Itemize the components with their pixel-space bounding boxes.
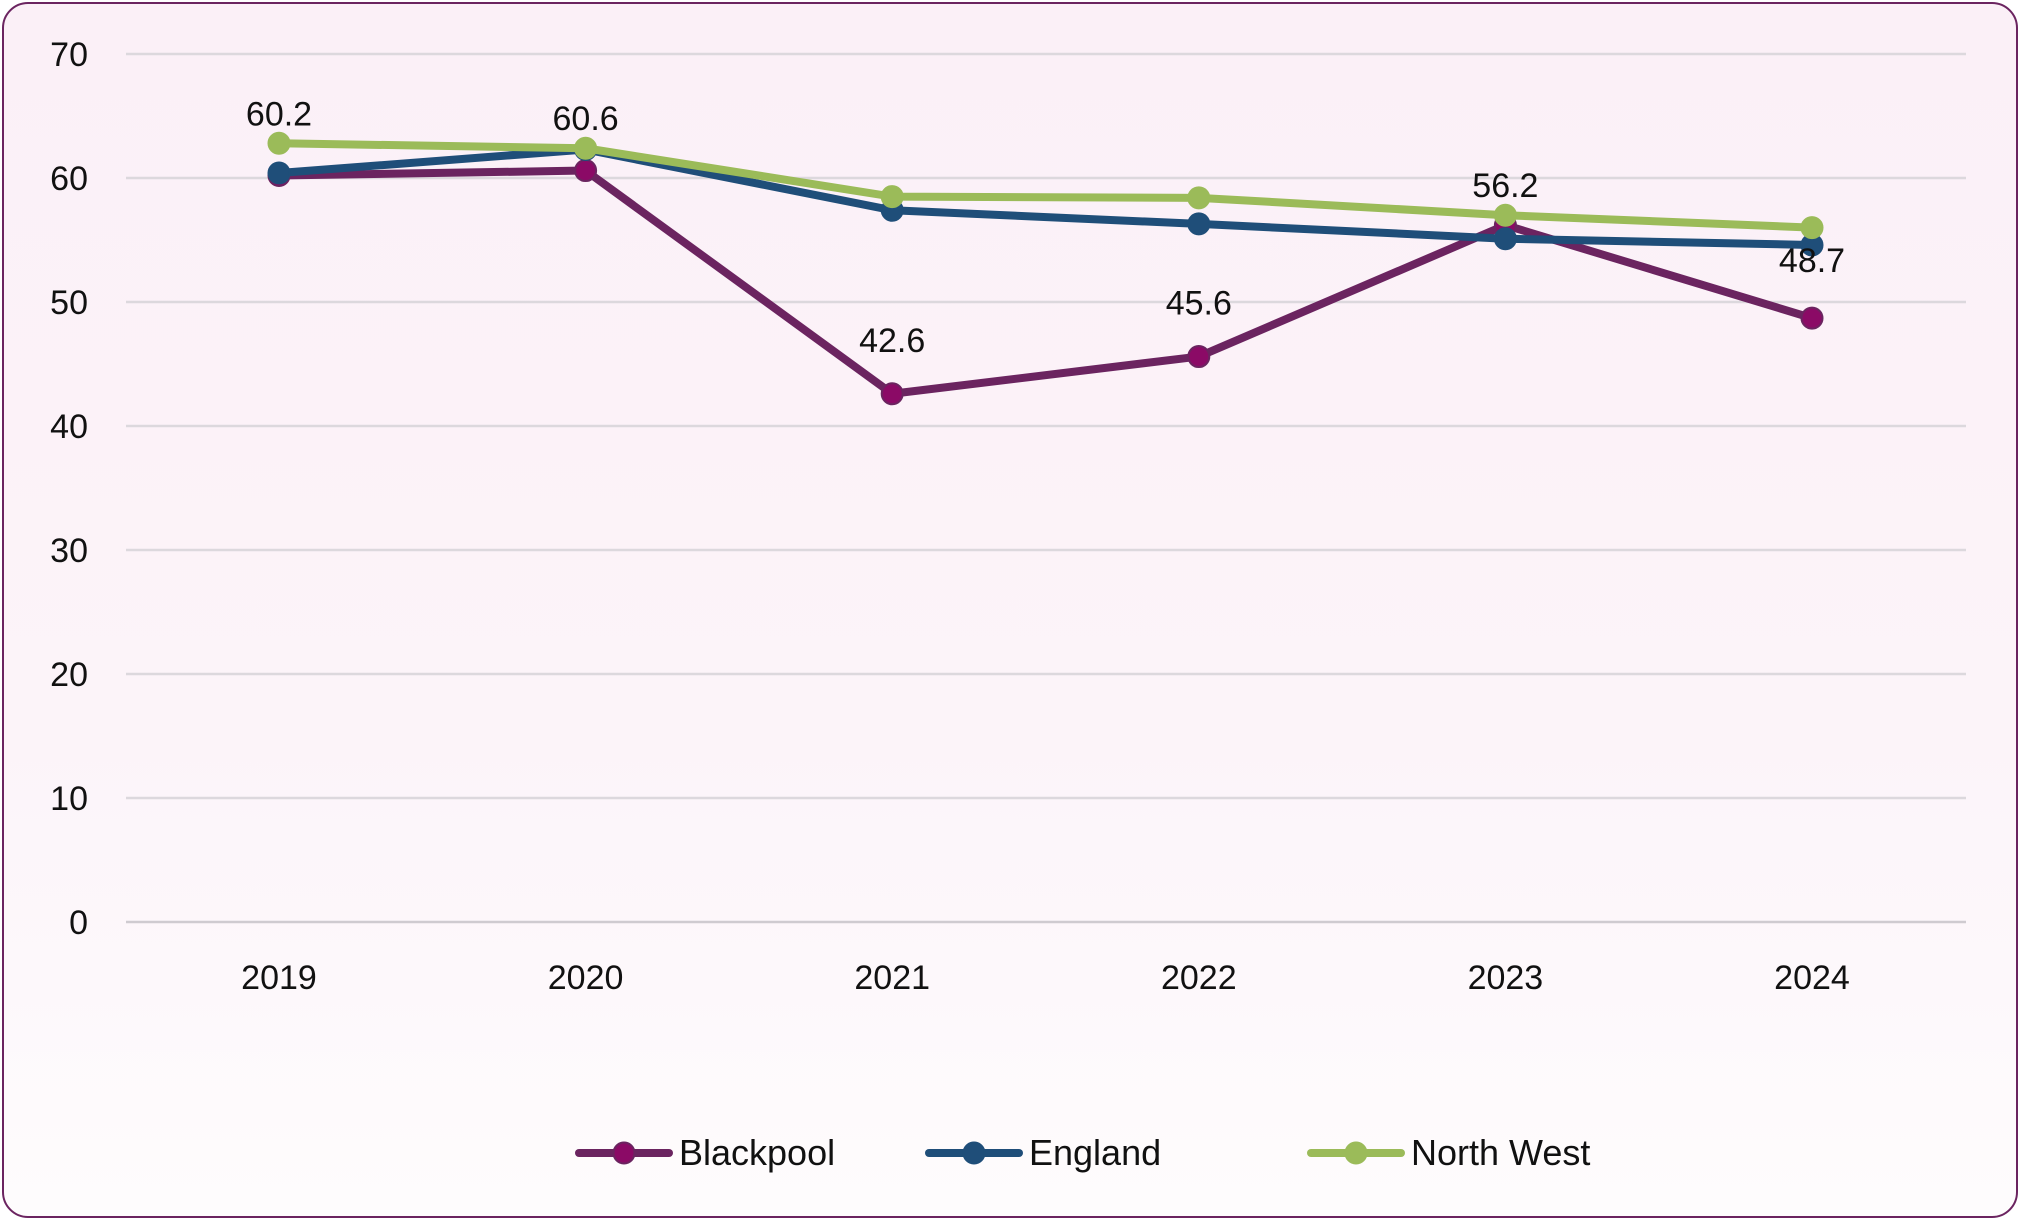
- series-north-west: [267, 131, 1824, 240]
- data-label: 60.6: [553, 100, 619, 138]
- legend-swatch-marker: [612, 1141, 636, 1165]
- x-tick-label: 2020: [548, 959, 624, 997]
- y-tick-label: 60: [50, 160, 88, 198]
- y-tick-label: 30: [50, 532, 88, 570]
- data-label: 60.2: [246, 95, 312, 133]
- data-point: [574, 159, 598, 183]
- data-point: [1493, 203, 1517, 227]
- data-point: [1493, 227, 1517, 251]
- x-tick-label: 2019: [241, 959, 317, 997]
- data-point: [1187, 212, 1211, 236]
- data-label: 48.7: [1779, 242, 1845, 280]
- x-tick-label: 2024: [1774, 959, 1850, 997]
- y-tick-label: 20: [50, 656, 88, 694]
- legend-item-england: England: [925, 1132, 1161, 1173]
- series-line: [275, 166, 1816, 398]
- y-tick-label: 70: [50, 36, 88, 74]
- data-point: [267, 131, 291, 155]
- legend-item-north-west: North West: [1307, 1132, 1590, 1173]
- legend-label: North West: [1411, 1132, 1590, 1173]
- legend-swatch-marker: [1344, 1141, 1368, 1165]
- gridlines: [126, 52, 1966, 924]
- series-lines: [267, 131, 1824, 406]
- y-tick-label: 40: [50, 408, 88, 446]
- data-label: 45.6: [1166, 285, 1232, 323]
- x-tick-label: 2022: [1161, 959, 1237, 997]
- y-tick-label: 10: [50, 780, 88, 818]
- data-point: [1187, 186, 1211, 210]
- x-axis: 2019 2020 2021 2022 2023 2024: [241, 959, 1850, 997]
- data-point: [880, 382, 904, 406]
- series-line: [275, 145, 1816, 249]
- data-point: [574, 136, 598, 160]
- x-tick-label: 2023: [1468, 959, 1544, 997]
- y-tick-label: 0: [69, 904, 88, 942]
- legend: Blackpool England North West: [575, 1132, 1590, 1173]
- data-label: 56.2: [1472, 167, 1538, 205]
- data-point: [1800, 216, 1824, 240]
- data-point: [1800, 306, 1824, 330]
- legend-swatch-marker: [962, 1141, 986, 1165]
- y-tick-label: 50: [50, 284, 88, 322]
- legend-item-blackpool: Blackpool: [575, 1132, 835, 1173]
- series-england: [267, 137, 1824, 257]
- series-line: [275, 139, 1816, 232]
- data-point: [880, 185, 904, 209]
- data-labels: 60.2 60.6 42.6 45.6 56.2 48.7: [246, 95, 1845, 359]
- data-point: [1187, 345, 1211, 369]
- line-chart: 0 10 20 30 40 50 60 70 2019 2020 2021 2022 2023 2024…: [50, 36, 1966, 1173]
- x-tick-label: 2021: [854, 959, 930, 997]
- data-label: 42.6: [859, 322, 925, 360]
- legend-label: England: [1029, 1132, 1161, 1173]
- y-axis: 0 10 20 30 40 50 60 70: [50, 36, 88, 942]
- legend-label: Blackpool: [679, 1132, 835, 1173]
- data-point: [267, 161, 291, 185]
